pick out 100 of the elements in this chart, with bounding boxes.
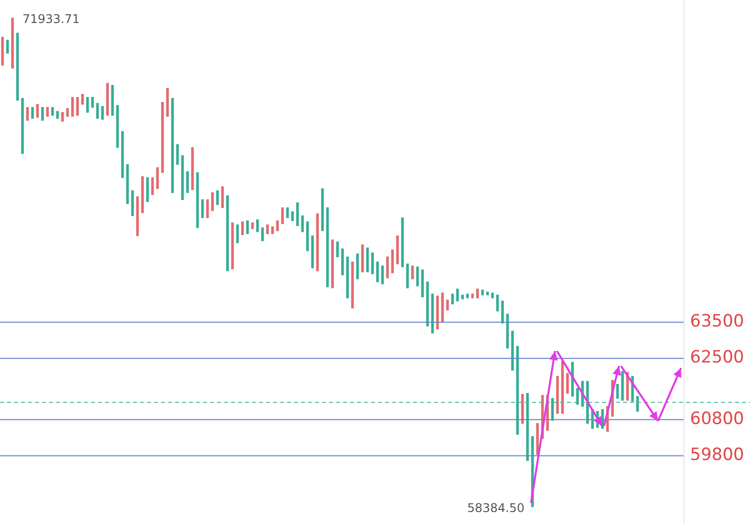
- candlestick: [426, 282, 429, 326]
- candlestick: [551, 398, 554, 421]
- annotation: 71933.71: [22, 12, 80, 26]
- candlestick: [21, 98, 24, 154]
- candlestick: [366, 248, 369, 272]
- candlestick: [396, 235, 399, 264]
- candlestick: [456, 288, 459, 302]
- candlestick: [521, 394, 524, 424]
- candlestick: [271, 226, 274, 234]
- candlestick: [431, 294, 434, 334]
- candlestick: [106, 82, 109, 116]
- candlestick: [166, 88, 169, 117]
- candlestick: [556, 376, 559, 414]
- candlestick: [41, 107, 44, 121]
- candlestick: [51, 107, 54, 116]
- candlestick: [561, 360, 564, 414]
- candlestick: [466, 294, 469, 298]
- candlestick: [11, 18, 14, 69]
- candlestick: [391, 250, 394, 274]
- candlestick: [231, 222, 234, 270]
- candlestick: [376, 262, 379, 282]
- candlestick: [66, 108, 69, 117]
- annotation: 58384.50: [467, 500, 524, 515]
- candlestick: [236, 224, 239, 244]
- candlestick: [61, 112, 64, 122]
- candlestick: [311, 235, 314, 268]
- candlestick: [221, 186, 224, 208]
- candlestick: [91, 96, 94, 108]
- candlestick: [476, 288, 479, 298]
- candlestick: [16, 32, 19, 101]
- candlestick: [576, 388, 579, 405]
- candlestick: [121, 131, 124, 178]
- candlestick: [211, 192, 214, 212]
- candlestick: [196, 172, 199, 228]
- candlestick: [401, 217, 404, 268]
- candlestick: [171, 98, 174, 193]
- candlestick: [486, 292, 489, 296]
- candlestick: [146, 177, 149, 202]
- candlestick: [156, 167, 159, 189]
- y-tick-label: 59800: [690, 445, 744, 466]
- candlestick: [416, 266, 419, 286]
- candlestick: [381, 266, 384, 284]
- candlestick: [441, 292, 444, 322]
- candlestick: [206, 199, 209, 218]
- candlestick: [56, 111, 59, 119]
- candlestick: [46, 107, 49, 117]
- candlestick: [321, 188, 324, 232]
- candlestick: [126, 164, 129, 204]
- candlestick: [461, 294, 464, 300]
- candlestick: [496, 294, 499, 312]
- candlestick: [346, 256, 349, 298]
- candlestick: [356, 254, 359, 280]
- candlestick: [251, 222, 254, 230]
- candlestick: [526, 392, 529, 461]
- candlestick: [241, 221, 244, 236]
- candlestick: [446, 300, 449, 310]
- candlestick: [316, 213, 319, 272]
- candlestick: [136, 196, 139, 236]
- candlestick: [296, 202, 299, 226]
- candlestick: [216, 190, 219, 206]
- candlestick: [186, 171, 189, 193]
- candlestick: [451, 294, 454, 304]
- candlestick: [191, 147, 194, 190]
- candlestick: [436, 296, 439, 330]
- candlestick: [31, 107, 34, 119]
- candlestick: [326, 207, 329, 288]
- candlestick: [261, 227, 264, 242]
- candlestick: [201, 199, 204, 218]
- candlestick: [291, 211, 294, 222]
- candlestick: [411, 266, 414, 280]
- candlestick: [286, 207, 289, 218]
- candlestick: [266, 224, 269, 234]
- candlestick: [491, 292, 494, 298]
- candlestick: [96, 103, 99, 119]
- candlestick: [421, 270, 424, 298]
- candlestick: [151, 177, 154, 195]
- candlestick: [636, 396, 639, 412]
- candlestick: [131, 190, 134, 216]
- candlestick: [101, 106, 104, 120]
- candlestick: [406, 264, 409, 288]
- candlestick: [301, 215, 304, 232]
- candlestick: [621, 370, 624, 401]
- candlestick: [36, 104, 39, 118]
- candlestick: [516, 346, 519, 435]
- y-tick-label: 62500: [690, 348, 744, 368]
- candlestick: [386, 256, 389, 278]
- candlestick: [501, 300, 504, 324]
- candlestick: [141, 176, 144, 214]
- candlestick: [506, 314, 509, 349]
- candlestick: [226, 195, 229, 272]
- candlestick: [351, 262, 354, 308]
- candlestick: [481, 290, 484, 296]
- candlestick: [6, 40, 9, 54]
- candlestick: [26, 107, 29, 121]
- candlestick: [336, 241, 339, 258]
- candlestick: [276, 220, 279, 232]
- candlestick: [371, 252, 374, 274]
- candlestick: [161, 102, 164, 173]
- y-tick-label: 60800: [690, 409, 744, 430]
- candlestick: [76, 96, 79, 116]
